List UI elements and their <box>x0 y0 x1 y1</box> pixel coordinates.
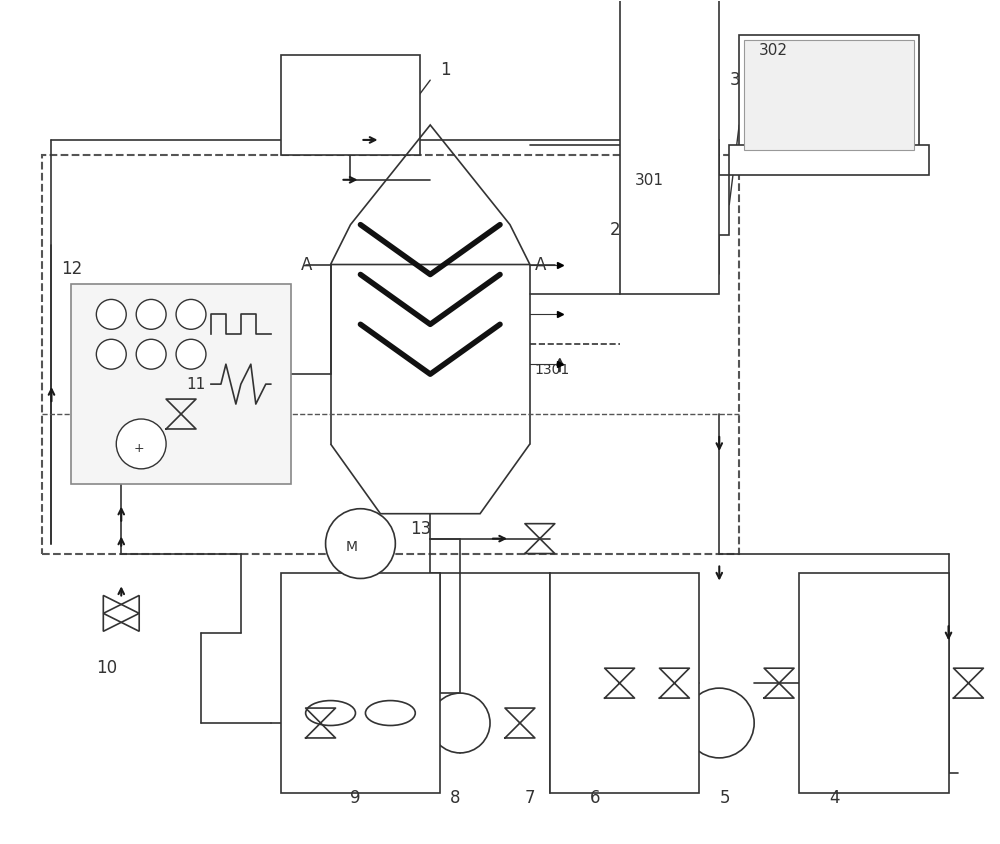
Bar <box>799 574 949 793</box>
Text: 12: 12 <box>61 261 83 279</box>
Circle shape <box>96 339 126 369</box>
Bar <box>550 574 699 793</box>
Text: A: A <box>301 256 312 273</box>
Bar <box>71 284 291 484</box>
Bar <box>669 230 709 264</box>
Text: 302: 302 <box>759 43 788 58</box>
Circle shape <box>116 419 166 469</box>
Bar <box>281 55 420 155</box>
Circle shape <box>326 509 395 578</box>
Bar <box>650 175 729 235</box>
Circle shape <box>176 300 206 329</box>
Bar <box>744 41 914 150</box>
Text: 1301: 1301 <box>535 363 570 377</box>
Text: 4: 4 <box>829 789 839 807</box>
Circle shape <box>684 688 754 758</box>
Text: 13: 13 <box>410 520 432 538</box>
Circle shape <box>176 339 206 369</box>
Circle shape <box>96 300 126 329</box>
Text: 7: 7 <box>525 789 535 807</box>
Bar <box>281 574 440 793</box>
Circle shape <box>136 300 166 329</box>
Bar <box>739 35 919 155</box>
Circle shape <box>430 693 490 753</box>
Text: M: M <box>346 539 358 554</box>
Text: 6: 6 <box>590 789 600 807</box>
Text: 8: 8 <box>450 789 461 807</box>
Text: 1: 1 <box>440 61 451 79</box>
Text: 9: 9 <box>350 789 361 807</box>
Bar <box>620 0 719 295</box>
Text: 11: 11 <box>186 377 205 392</box>
Text: A: A <box>535 256 546 273</box>
Text: 301: 301 <box>635 173 664 187</box>
Text: +: + <box>133 442 144 455</box>
Circle shape <box>136 339 166 369</box>
Text: 3: 3 <box>729 71 740 89</box>
Bar <box>42 155 739 554</box>
Bar <box>729 145 929 175</box>
Text: 2: 2 <box>610 220 620 239</box>
Text: 10: 10 <box>96 659 117 677</box>
Text: 5: 5 <box>719 789 730 807</box>
